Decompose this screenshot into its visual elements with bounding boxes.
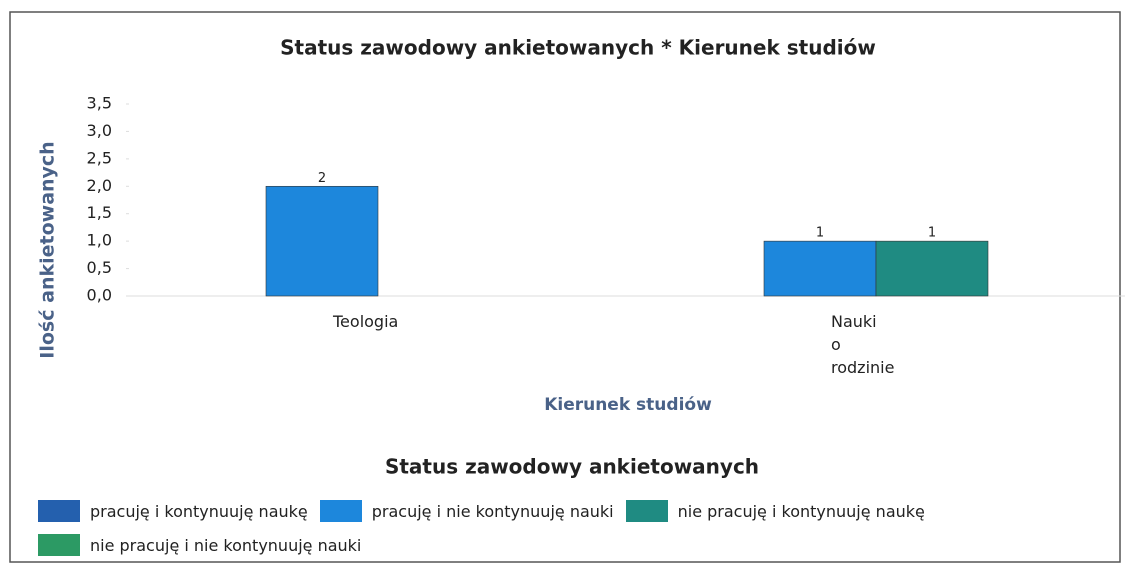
data-label: 1: [816, 226, 824, 241]
legend-item: pracuję i nie kontynuuję nauki: [319, 500, 614, 522]
y-tick-label: 0,0: [87, 286, 112, 305]
legend-item: nie pracuję i nie kontynuuję nauki: [38, 534, 361, 556]
legend-swatch: [319, 500, 362, 522]
y-tick-label: 3,0: [87, 121, 112, 140]
data-label: 2: [318, 171, 326, 186]
legend-swatch: [625, 500, 668, 522]
legend-label: pracuję i nie kontynuuję nauki: [371, 501, 614, 521]
y-tick-label: 1,5: [87, 203, 112, 222]
data-label: 1: [928, 226, 936, 241]
chart-title: Status zawodowy ankietowanych * Kierunek…: [280, 36, 876, 60]
y-tick-label: 3,5: [87, 94, 112, 113]
legend-item: nie pracuję i kontynuuję naukę: [625, 500, 925, 522]
legend-title: Status zawodowy ankietowanych: [385, 455, 759, 479]
bar: [875, 240, 989, 297]
y-tick-label: 0,5: [87, 258, 112, 277]
y-tick-label: 2,0: [87, 176, 112, 195]
legend-label: nie pracuję i nie kontynuuję nauki: [90, 535, 362, 555]
bar: [265, 185, 379, 297]
legend-item: pracuję i kontynuuję naukę: [38, 500, 308, 522]
x-axis-label: Kierunek studiów: [544, 395, 712, 415]
y-tick-label: 1,0: [87, 231, 112, 250]
legend-label: nie pracuję i kontynuuję naukę: [677, 501, 925, 521]
y-tick-label: 2,5: [87, 148, 112, 167]
legend-label: pracuję i kontynuuję naukę: [90, 501, 308, 521]
frame: [9, 11, 1121, 563]
y-axis-label: Ilość ankietowanych: [37, 141, 59, 358]
legend: pracuję i kontynuuję naukę pracuję i nie …: [38, 500, 1118, 556]
legend-swatch: [38, 534, 80, 556]
legend-swatch: [38, 500, 80, 522]
bar: [763, 240, 877, 297]
x-tick-label: Teologia: [333, 312, 399, 331]
x-tick-label: Nauki o rodzinie: [831, 312, 895, 377]
